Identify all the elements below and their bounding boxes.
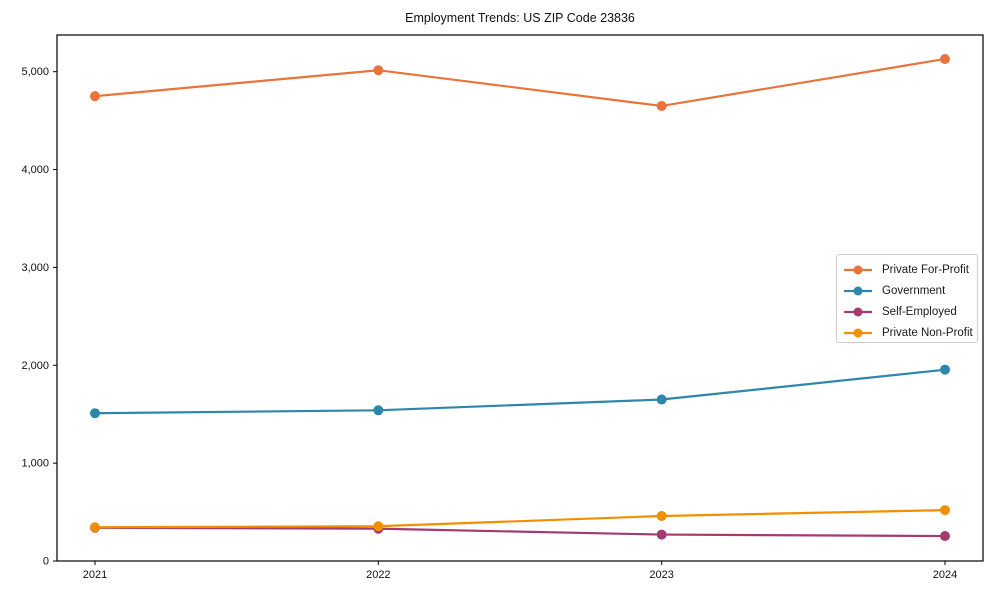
data-point-marker (656, 510, 667, 521)
legend-entry-self-employed: Self-Employed (843, 301, 977, 322)
legend-entry-government: Government (843, 280, 977, 301)
data-point-marker (940, 364, 950, 375)
legend-label: Self-Employed (882, 305, 957, 318)
legend-label: Private Non-Profit (882, 326, 973, 339)
x-axis-tick-label: 2022 (366, 569, 390, 581)
series-line-private-for-profit (93, 57, 947, 108)
data-point-marker (656, 529, 667, 540)
series-line-private-non-profit (93, 509, 947, 529)
legend-label: Private For-Profit (882, 263, 969, 276)
chart-legend: Private For-Profit Government Self-Employe… (836, 254, 978, 343)
data-point-marker (940, 53, 950, 64)
legend-entry-private-non-profit: Private Non-Profit (843, 322, 977, 343)
x-axis-tick-label: 2023 (649, 569, 673, 581)
chart-title: Employment Trends: US ZIP Code 23836 (405, 11, 635, 25)
x-axis-tick-label: 2021 (83, 569, 107, 581)
y-axis-tick-label: 0 (43, 556, 49, 568)
data-point-marker (940, 531, 950, 542)
data-point-marker (940, 505, 950, 516)
data-point-marker (656, 394, 667, 405)
data-point-marker (90, 522, 100, 533)
y-axis-tick-label: 3,000 (21, 262, 49, 274)
data-point-marker (373, 521, 384, 532)
axes-frame (56, 34, 984, 562)
series-line-government (93, 368, 947, 415)
y-axis-tick-label: 4,000 (21, 164, 49, 176)
data-point-marker (90, 408, 100, 419)
legend-line-marker-icon (844, 265, 872, 274)
legend-label: Government (882, 284, 946, 297)
legend-entry-private-for-profit: Private For-Profit (843, 259, 977, 280)
legend-line-marker-icon (844, 307, 872, 316)
data-point-marker (656, 100, 667, 111)
y-axis-tick-label: 1,000 (21, 458, 49, 470)
y-axis-tick-label: 5,000 (21, 66, 49, 78)
x-axis-tick-label: 2024 (933, 569, 957, 581)
legend-line-marker-icon (844, 328, 872, 337)
legend-line-marker-icon (844, 286, 872, 295)
y-axis-tick-label: 2,000 (21, 360, 49, 372)
data-point-marker (373, 405, 384, 416)
data-point-marker (90, 91, 100, 102)
series-line-self-employed (93, 526, 947, 538)
data-point-marker (373, 65, 384, 76)
